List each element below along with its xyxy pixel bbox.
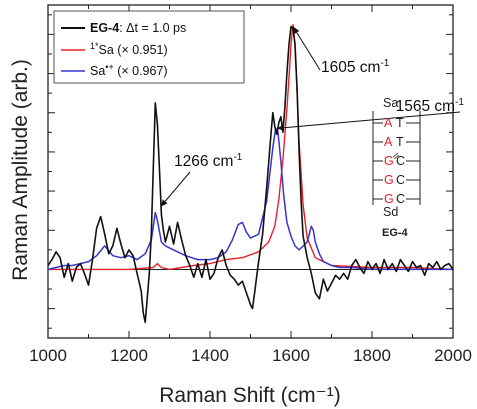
inset-title: EG-4 <box>382 227 409 239</box>
annotation-arrowhead-1266 <box>160 199 168 207</box>
inset-base-left: G <box>384 192 394 206</box>
x-tick-label: 1000 <box>29 346 67 365</box>
annotation-arrow-1266 <box>160 171 191 208</box>
series-eg4-line <box>47 25 454 324</box>
x-tick-label: 1200 <box>110 346 148 365</box>
series-layer <box>47 23 454 324</box>
inset-base-left: G <box>384 173 394 187</box>
legend-label-eg4: EG-4: Δt = 1.0 ps <box>90 21 186 35</box>
dna-inset: Sa A TA TG CG CG C Sd EG-4 <box>372 96 421 239</box>
inset-bond-mark <box>392 152 399 158</box>
inset-base-right: C <box>396 192 405 206</box>
y-axis-title: Raman Amplitude (arb.) <box>9 59 32 281</box>
annotation-arrow-1565 <box>276 111 461 129</box>
series-sa-cation-line <box>47 127 453 271</box>
inset-top-label: Sa <box>383 96 398 110</box>
legend-box <box>53 10 245 84</box>
annotation-arrowhead-1605 <box>293 26 300 35</box>
series-1sa-line <box>48 23 454 271</box>
annotation-1605: 1605 cm-1 <box>321 58 390 76</box>
inset-base-right: T <box>396 135 404 149</box>
legend: EG-4: Δt = 1.0 ps 1*Sa (× 0.951) Sa•+ (×… <box>53 10 245 84</box>
inset-base-left: A <box>384 135 393 149</box>
x-tick-label: 1400 <box>191 346 229 365</box>
inset-bond-mark <box>393 154 400 160</box>
inset-base-left: G <box>384 154 394 168</box>
inset-base-left: A <box>384 116 393 130</box>
inset-base-pairs: A TA TG CG CG C <box>373 116 420 206</box>
x-tick-label: 2000 <box>434 346 472 365</box>
annotation-arrowhead-1565 <box>276 124 285 131</box>
x-tick-label: 1600 <box>272 346 310 365</box>
annotation-arrow-1605 <box>292 26 321 71</box>
inset-base-right: T <box>396 116 404 130</box>
annotation-1565: 1565 cm-1 <box>396 97 465 115</box>
legend-label-sa-cation: Sa•+ (× 0.967) <box>90 62 168 78</box>
x-axis-title: Raman Shift (cm⁻¹) <box>159 384 340 407</box>
inset-base-right: C <box>396 154 405 168</box>
annotations: 1605 cm-1 1565 cm-1 1266 cm-1 <box>160 26 465 208</box>
x-tick-label: 1800 <box>353 346 391 365</box>
annotation-1266: 1266 cm-1 <box>174 152 243 170</box>
inset-base-right: C <box>396 173 405 187</box>
x-axis-ticks: 1000 1200 1400 1600 1800 2000 <box>29 5 472 365</box>
legend-label-1sa: 1*Sa (× 0.951) <box>90 41 168 57</box>
inset-bottom-label: Sd <box>383 205 398 219</box>
